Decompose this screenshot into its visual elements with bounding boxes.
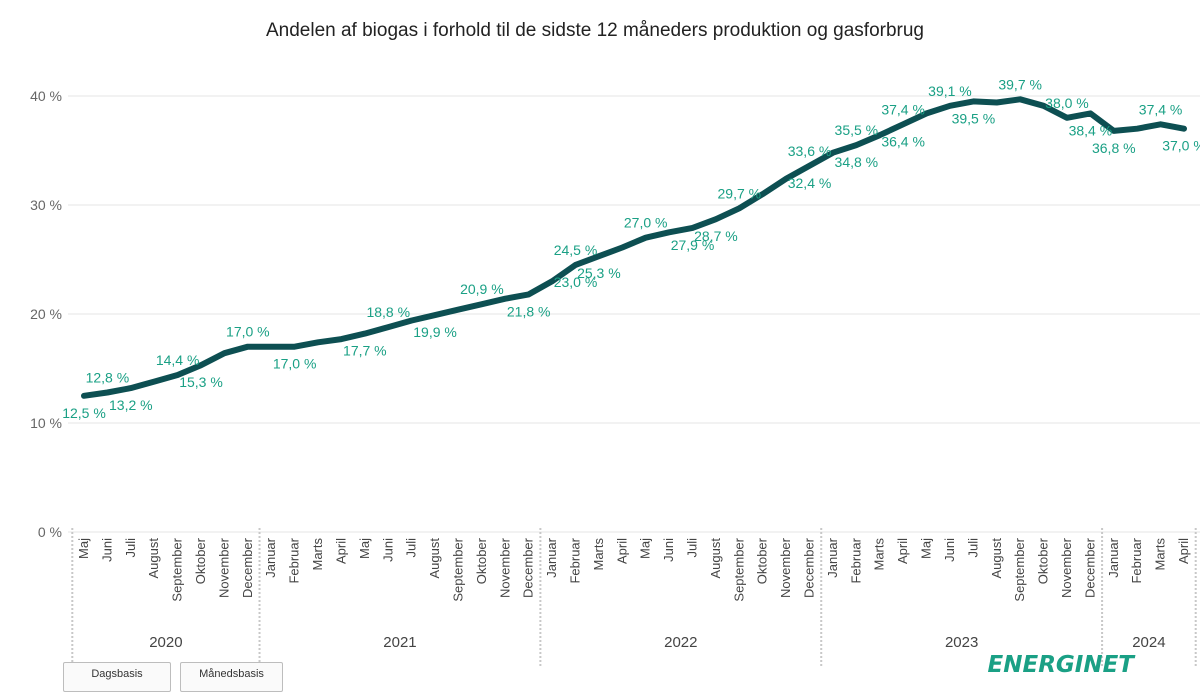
data-label: 14,4 % (156, 352, 200, 368)
data-label: 36,4 % (881, 133, 925, 149)
x-tick-label: September (450, 537, 465, 601)
year-label: 2021 (383, 634, 416, 651)
data-label: 17,0 % (273, 356, 317, 372)
data-label: 19,9 % (413, 324, 457, 340)
daily-basis-tab[interactable]: Dagsbasis (63, 662, 171, 692)
y-tick-label: 0 % (38, 524, 62, 540)
x-tick-label: Juli (404, 538, 419, 558)
series-line (81, 96, 1187, 399)
x-tick-label: August (427, 538, 442, 579)
data-label: 17,0 % (226, 324, 270, 340)
data-label: 39,5 % (952, 110, 996, 126)
x-tick-label: December (240, 537, 255, 598)
data-label: 38,0 % (1045, 95, 1089, 111)
data-label: 27,0 % (624, 215, 668, 231)
data-label: 27,9 % (671, 237, 715, 253)
x-tick-label: Januar (544, 537, 559, 577)
data-label: 34,8 % (835, 154, 879, 170)
x-tick-label: Maj (638, 538, 653, 559)
year-label: 2024 (1132, 634, 1165, 651)
year-label: 2022 (664, 634, 697, 651)
year-label: 2020 (149, 634, 182, 651)
x-tick-label: December (802, 537, 817, 598)
data-label: 36,8 % (1092, 140, 1136, 156)
data-label: 15,3 % (179, 374, 223, 390)
x-tick-label: Juni (99, 538, 114, 562)
x-tick-label: September (731, 537, 746, 601)
x-tick-label: December (521, 537, 536, 598)
x-tick-label: April (895, 538, 910, 564)
x-tick-label: Juni (661, 538, 676, 562)
x-tick-label: Maj (357, 538, 372, 559)
data-label: 37,4 % (881, 101, 925, 117)
x-tick-label: April (614, 538, 629, 564)
x-tick-label: Maj (76, 538, 91, 559)
data-label: 18,8 % (366, 304, 410, 320)
x-tick-label: Februar (1129, 537, 1144, 583)
energinet-logo: ENERGINET (988, 652, 1137, 678)
data-label: 25,3 % (577, 265, 621, 281)
x-tick-label: Oktober (474, 537, 489, 584)
chart-title: Andelen af biogas i forhold til de sidst… (266, 20, 924, 41)
x-tick-label: August (708, 538, 723, 579)
x-tick-label: Januar (825, 537, 840, 577)
x-tick-label: Januar (1106, 537, 1121, 577)
data-label: 29,7 % (718, 185, 762, 201)
y-tick-label: 20 % (30, 306, 62, 322)
data-label: 39,7 % (998, 76, 1042, 92)
x-tick-label: April (333, 538, 348, 564)
x-tick-label: Oktober (755, 537, 770, 584)
data-label: 37,0 % (1162, 138, 1200, 154)
x-tick-label: Juni (380, 538, 395, 562)
x-tick-label: August (989, 538, 1004, 579)
year-label: 2023 (945, 634, 978, 651)
data-label: 21,8 % (507, 303, 551, 319)
data-label: 28,7 % (694, 228, 738, 244)
x-tick-label: November (1059, 537, 1074, 598)
x-tick-label: September (1012, 537, 1027, 601)
data-label: 24,5 % (554, 242, 598, 258)
y-tick-label: 40 % (30, 88, 62, 104)
data-label: 35,5 % (835, 122, 879, 138)
x-tick-label: Juni (942, 538, 957, 562)
x-tick-label: Januar (263, 537, 278, 577)
data-label: 39,1 % (928, 83, 972, 99)
data-label: 32,4 % (788, 175, 832, 191)
x-tick-label: Juli (965, 538, 980, 558)
data-label: 23,0 % (554, 274, 598, 290)
x-tick-label: Juli (123, 538, 138, 558)
x-tick-label: September (170, 537, 185, 601)
y-tick-label: 30 % (30, 197, 62, 213)
data-label: 33,6 % (788, 143, 832, 159)
x-tick-label: Februar (567, 537, 582, 583)
y-tick-label: 10 % (30, 415, 62, 431)
x-tick-label: November (216, 537, 231, 598)
data-label: 12,5 % (62, 405, 106, 421)
x-tick-label: November (778, 537, 793, 598)
x-tick-label: Juli (685, 538, 700, 558)
data-label: 17,7 % (343, 343, 387, 359)
x-tick-label: December (1082, 537, 1097, 598)
x-tick-label: August (146, 538, 161, 579)
x-tick-label: Oktober (193, 537, 208, 584)
x-tick-label: Marts (310, 538, 325, 571)
data-label: 13,2 % (109, 397, 153, 413)
x-tick-label: Oktober (1036, 537, 1051, 584)
data-label: 20,9 % (460, 281, 504, 297)
x-tick-label: November (497, 537, 512, 598)
x-tick-label: Marts (1153, 538, 1168, 571)
x-tick-label: Februar (287, 537, 302, 583)
data-label: 37,4 % (1139, 101, 1183, 117)
x-tick-label: Maj (919, 538, 934, 559)
monthly-basis-tab[interactable]: Månedsbasis (180, 662, 283, 692)
x-tick-label: Marts (591, 538, 606, 571)
x-tick-label: April (1176, 538, 1191, 564)
x-tick-label: Februar (848, 537, 863, 583)
x-tick-label: Marts (872, 538, 887, 571)
data-label: 38,4 % (1069, 122, 1113, 138)
data-label: 12,8 % (86, 369, 130, 385)
